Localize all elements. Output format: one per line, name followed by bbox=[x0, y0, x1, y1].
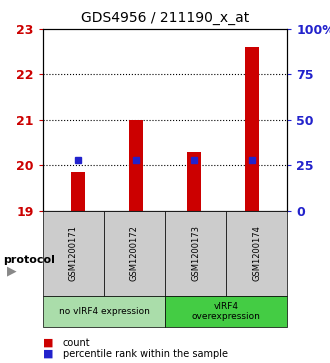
Text: vIRF4
overexpression: vIRF4 overexpression bbox=[192, 302, 260, 321]
Bar bbox=[245, 47, 259, 211]
Text: GSM1200174: GSM1200174 bbox=[252, 225, 261, 281]
Text: ■: ■ bbox=[43, 338, 53, 348]
Bar bbox=[187, 151, 201, 211]
Title: GDS4956 / 211190_x_at: GDS4956 / 211190_x_at bbox=[81, 11, 249, 25]
Text: GSM1200173: GSM1200173 bbox=[191, 225, 200, 281]
Text: GSM1200171: GSM1200171 bbox=[69, 225, 78, 281]
Text: protocol: protocol bbox=[3, 254, 55, 265]
Text: GSM1200172: GSM1200172 bbox=[130, 225, 139, 281]
Bar bbox=[71, 172, 85, 211]
Text: percentile rank within the sample: percentile rank within the sample bbox=[63, 349, 228, 359]
Bar bbox=[129, 120, 143, 211]
Text: ▶: ▶ bbox=[7, 264, 16, 277]
Text: count: count bbox=[63, 338, 90, 348]
Text: no vIRF4 expression: no vIRF4 expression bbox=[58, 307, 149, 316]
Text: ■: ■ bbox=[43, 349, 53, 359]
